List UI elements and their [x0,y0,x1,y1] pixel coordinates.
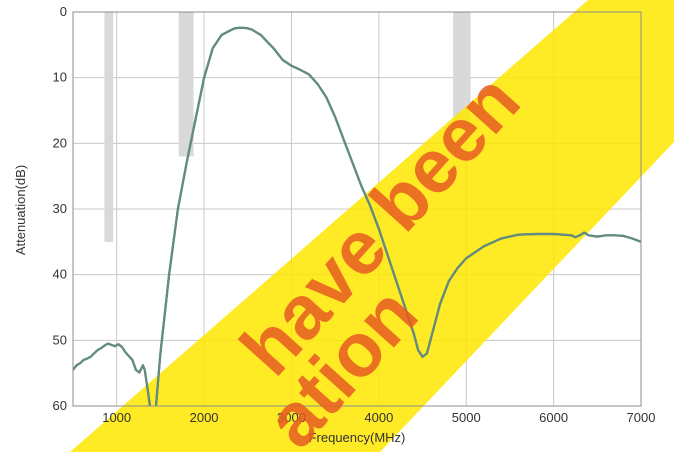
x-tick-label-3: 4000 [364,410,393,425]
y-tick-label-3: 30 [53,201,67,216]
y-tick-label-0: 0 [60,4,67,19]
y-tick-label-1: 10 [53,70,67,85]
watermark-band [70,0,674,452]
y-axis-label: Attenuation(dB) [13,165,28,255]
y-tick-label-5: 50 [53,332,67,347]
x-axis-label: Frequency(MHz) [309,430,406,445]
curve-layer [73,26,641,406]
spec-band-2 [453,12,471,131]
x-tick-label-1: 2000 [190,410,219,425]
x-tick-label-2: 3000 [277,410,306,425]
y-tick-label-6: 60 [53,398,67,413]
y-tick-label-2: 20 [53,135,67,150]
spec-bands [104,12,471,242]
x-tick-label-4: 5000 [452,410,481,425]
y-tick-labels: 0 10 20 30 40 50 60 [53,4,67,413]
x-tick-label-0: 1000 [102,410,131,425]
x-tick-label-5: 6000 [539,410,568,425]
spec-band-0 [104,12,114,242]
y-tick-label-4: 40 [53,267,67,282]
x-tick-labels: 1000 2000 3000 4000 5000 6000 7000 [102,410,655,425]
spec-band-1 [178,12,194,157]
series-line-overlay-0 [73,26,641,406]
plot-frame [72,11,642,407]
x-tick-label-6: 7000 [627,410,656,425]
